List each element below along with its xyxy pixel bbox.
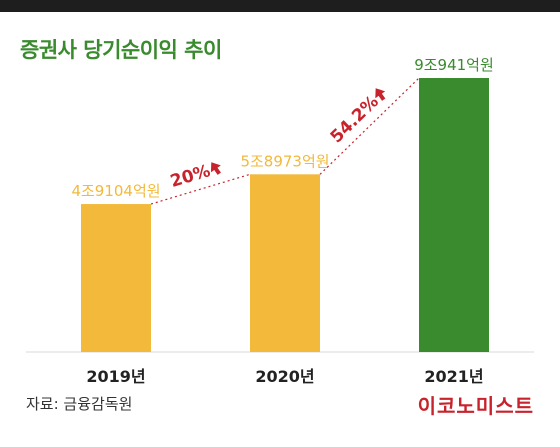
growth-annotation: 20% <box>168 161 221 192</box>
value-label: 9조941억원 <box>414 56 494 74</box>
growth-connector <box>319 77 420 175</box>
category-label: 2019년 <box>86 367 145 386</box>
chart-title: 증권사 당기순이익 추이 <box>20 38 222 62</box>
bar-2019년 <box>81 204 151 352</box>
bar-2020년 <box>250 174 320 352</box>
value-label: 5조8973억원 <box>240 152 329 170</box>
source-note: 자료: 금융감독원 <box>26 395 133 413</box>
growth-annotation: 54.2% <box>327 88 386 147</box>
value-label: 4조9104억원 <box>71 182 160 200</box>
category-label: 2020년 <box>255 367 314 386</box>
up-arrow-icon <box>210 162 221 175</box>
brand-logo: 이코노미스트 <box>417 394 534 418</box>
bar-2021년 <box>419 78 489 352</box>
up-arrow-icon <box>375 88 386 101</box>
growth-label: 20% <box>168 161 213 192</box>
category-label: 2021년 <box>424 367 483 386</box>
growth-connector <box>150 173 251 205</box>
growth-label: 54.2% <box>327 92 383 147</box>
top-bar <box>0 0 560 12</box>
